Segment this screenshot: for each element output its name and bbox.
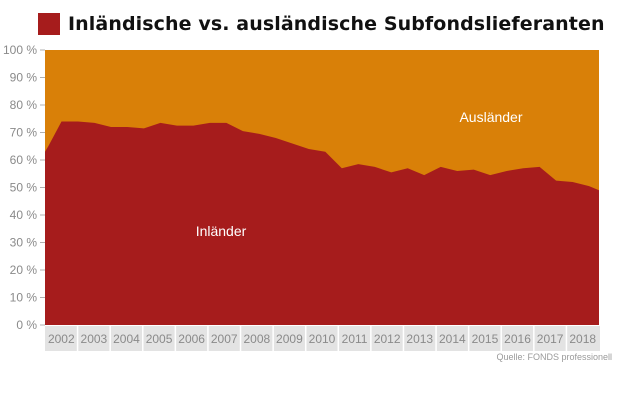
x-tick-label: 2012: [374, 332, 401, 346]
x-tick-label: 2007: [211, 332, 238, 346]
x-tick-label: 2013: [406, 332, 433, 346]
x-tick-label: 2002: [48, 332, 75, 346]
y-tick-label: 80 %: [10, 98, 38, 112]
y-tick-label: 20 %: [10, 263, 38, 277]
y-tick-label: 90 %: [10, 71, 38, 85]
y-tick-label: 30 %: [10, 236, 38, 250]
y-tick-label: 50 %: [10, 181, 38, 195]
x-tick-label: 2014: [439, 332, 466, 346]
x-tick-label: 2006: [178, 332, 205, 346]
x-tick-label: 2016: [504, 332, 531, 346]
y-tick-label: 40 %: [10, 208, 38, 222]
x-tick-label: 2009: [276, 332, 303, 346]
y-tick-label: 10 %: [10, 291, 38, 305]
series-inlaender-area: [45, 121, 599, 325]
x-tick-label: 2015: [472, 332, 499, 346]
chart-title-text: Inländische vs. ausländische Subfondslie…: [68, 13, 605, 35]
chart-title: Inländische vs. ausländische Subfondslie…: [38, 11, 605, 37]
x-axis-band: [45, 326, 600, 351]
x-tick-label: 2004: [113, 332, 140, 346]
x-tick-label: 2018: [569, 332, 596, 346]
x-tick-label: 2010: [309, 332, 336, 346]
title-marker-square: [38, 13, 60, 35]
y-tick-label: 60 %: [10, 153, 38, 167]
x-tick-label: 2017: [537, 332, 564, 346]
label-inlaender: Inländer: [196, 223, 247, 239]
x-tick-label: 2008: [243, 332, 270, 346]
y-tick-label: 100 %: [3, 43, 37, 57]
label-auslaender: Ausländer: [459, 109, 522, 125]
y-tick-label: 0 %: [16, 318, 37, 332]
x-tick-label: 2011: [342, 332, 368, 346]
x-tick-label: 2005: [146, 332, 173, 346]
source-note: Quelle: FONDS professionell: [496, 352, 612, 362]
y-tick-label: 70 %: [10, 126, 38, 140]
x-tick-label: 2003: [81, 332, 108, 346]
